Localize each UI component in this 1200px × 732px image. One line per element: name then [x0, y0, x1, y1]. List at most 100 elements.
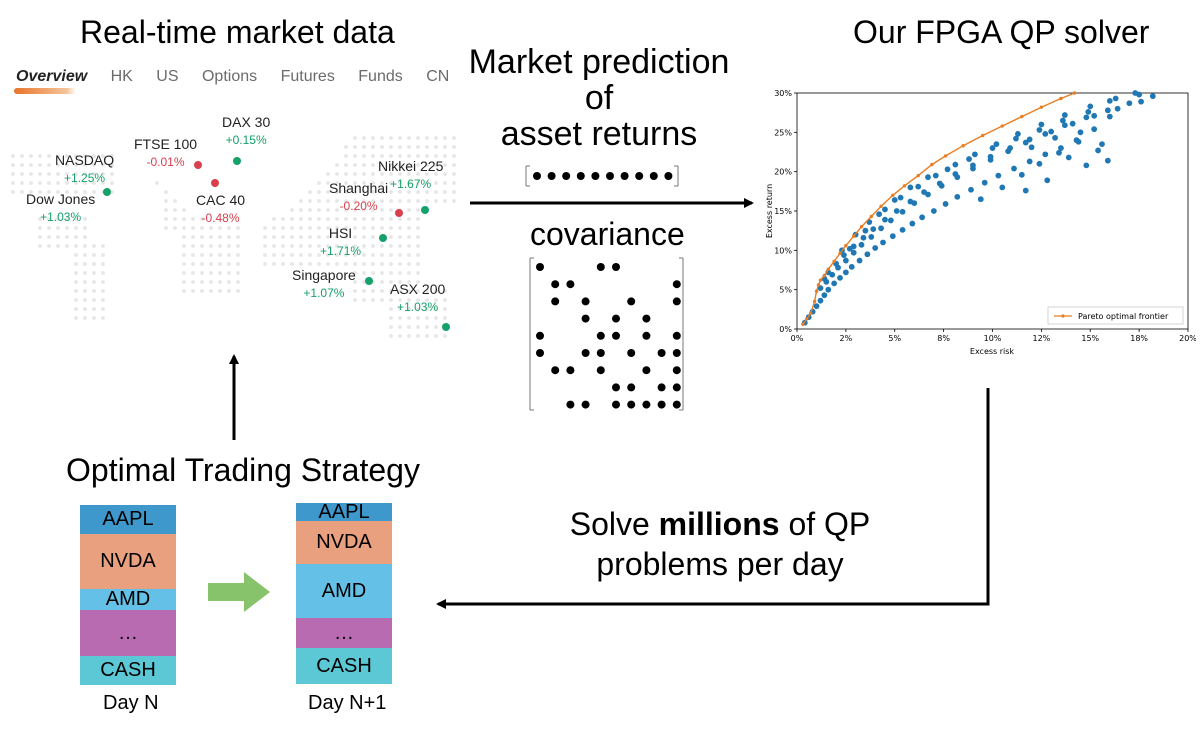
map-dot — [317, 262, 321, 266]
map-dot — [218, 244, 222, 248]
scatter-point — [1042, 131, 1049, 137]
market-ftse[interactable]: FTSE 100 -0.01% — [134, 136, 197, 169]
market-dot-ftse — [194, 161, 202, 169]
market-name: Dow Jones — [26, 191, 96, 207]
scatter-point — [1026, 136, 1033, 143]
tab-options[interactable]: Options — [201, 68, 258, 85]
y-tick-label: 25% — [774, 128, 792, 137]
map-dot — [407, 334, 411, 338]
market-singapore[interactable]: Singapore +1.07% — [292, 267, 356, 300]
map-dot — [299, 244, 303, 248]
map-dot — [308, 262, 312, 266]
market-nikkei[interactable]: Nikkei 225 +1.67% — [378, 158, 443, 191]
scatter-point — [1083, 162, 1090, 169]
map-dot — [398, 181, 402, 185]
map-dot — [200, 280, 204, 284]
map-dot — [407, 190, 411, 194]
scatter-point — [1038, 121, 1045, 128]
map-dot — [362, 181, 366, 185]
market-cac[interactable]: CAC 40 -0.48% — [196, 192, 245, 225]
scatter-point — [972, 151, 978, 158]
map-dot — [380, 136, 384, 140]
map-dot — [371, 154, 375, 158]
matrix-element — [596, 366, 605, 375]
map-dot — [92, 172, 96, 176]
day-n-label: Day N — [103, 692, 159, 714]
tab-funds[interactable]: Funds — [358, 68, 403, 85]
scatter-point — [1149, 93, 1156, 100]
map-dot — [416, 244, 420, 248]
map-dot — [92, 190, 96, 194]
scatter-point — [995, 172, 1002, 179]
matrix-element — [581, 349, 590, 357]
market-dowjones[interactable]: Dow Jones +1.03% — [26, 191, 95, 224]
map-dot — [389, 262, 393, 266]
scatter-point — [1044, 177, 1051, 184]
tab-us[interactable]: US — [156, 68, 179, 85]
map-dot — [398, 244, 402, 248]
prediction-line-2: of — [584, 79, 614, 117]
map-dot — [353, 280, 357, 284]
map-dot — [407, 235, 411, 239]
map-dot — [353, 199, 357, 203]
tab-cn[interactable]: CN — [426, 68, 450, 85]
matrix-element — [672, 280, 681, 289]
frontier-point — [961, 144, 965, 148]
vector-element — [591, 172, 600, 180]
map-dot — [83, 316, 87, 320]
map-dot — [263, 235, 267, 239]
scatter-point — [813, 303, 820, 310]
map-dot — [407, 244, 411, 248]
scatter-point — [981, 179, 988, 186]
map-dot — [398, 199, 402, 203]
tab-futures[interactable]: Futures — [280, 68, 335, 85]
map-dot — [353, 262, 357, 266]
market-nasdaq[interactable]: NASDAQ +1.25% — [55, 152, 114, 185]
matrix-element — [596, 331, 605, 340]
frontier-point — [930, 162, 934, 167]
map-dot — [389, 307, 393, 311]
map-dot — [389, 298, 393, 302]
map-dot — [443, 199, 447, 203]
market-shanghai[interactable]: Shanghai -0.20% — [329, 180, 388, 213]
map-dot — [29, 172, 33, 176]
map-dot — [74, 244, 78, 248]
tab-overview[interactable]: Overview — [16, 68, 88, 85]
map-dot — [182, 244, 186, 248]
market-dax[interactable]: DAX 30 +0.15% — [222, 114, 270, 147]
map-dot — [416, 172, 420, 176]
map-dot — [389, 226, 393, 230]
map-dot — [38, 190, 42, 194]
map-dot — [362, 226, 366, 230]
map-dot — [416, 145, 420, 149]
market-hsi[interactable]: HSI +1.71% — [320, 225, 361, 258]
map-dot — [272, 244, 276, 248]
map-dot — [452, 163, 456, 167]
scatter-point — [887, 217, 894, 224]
map-dot — [344, 145, 348, 149]
map-dot — [29, 181, 33, 185]
map-dot — [299, 226, 303, 230]
map-dot — [191, 280, 195, 284]
map-dot — [290, 244, 294, 248]
market-dot-nikkei — [421, 206, 429, 214]
map-dot — [74, 262, 78, 266]
market-asx[interactable]: ASX 200 +1.03% — [390, 281, 445, 314]
tab-hk[interactable]: HK — [110, 68, 133, 85]
scatter-point — [1126, 100, 1133, 107]
map-dot — [416, 298, 420, 302]
world-map-dots — [11, 136, 456, 338]
map-dot — [452, 154, 456, 158]
map-dot — [326, 190, 330, 194]
scatter-point — [1087, 103, 1094, 110]
map-dot — [371, 262, 375, 266]
matrix-element — [612, 263, 620, 271]
frontier-point — [1039, 105, 1044, 109]
scatter-point — [1018, 171, 1025, 178]
map-dot — [101, 253, 105, 257]
map-dot — [200, 271, 204, 275]
map-dot — [371, 163, 375, 167]
matrix-element — [551, 280, 560, 289]
map-dot — [425, 199, 429, 203]
map-dot — [353, 271, 357, 275]
